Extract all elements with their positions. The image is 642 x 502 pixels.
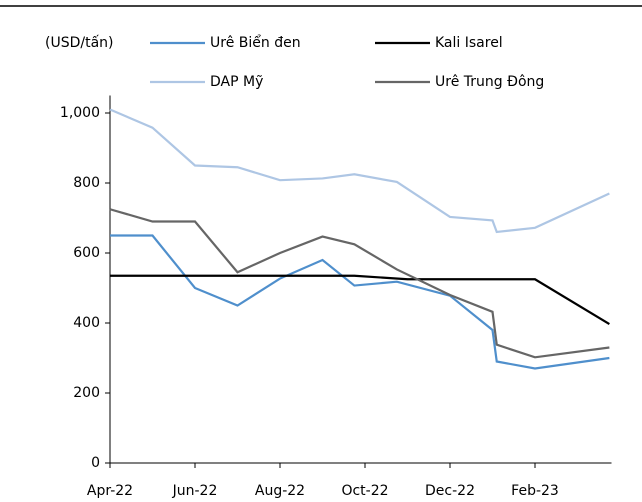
y-tick-label: 200	[73, 385, 100, 401]
x-tick-label: Aug-22	[255, 483, 305, 499]
unit-label: (USD/tấn)	[45, 35, 114, 51]
x-tick-label: Apr-22	[87, 483, 133, 499]
series-line	[110, 274, 610, 325]
y-tick-label: 600	[73, 245, 100, 261]
y-tick-label: 800	[73, 175, 100, 191]
legend-label: DAP Mỹ	[210, 74, 263, 90]
series-line	[110, 234, 610, 370]
y-tick-label: 1,000	[60, 105, 100, 121]
y-tick-label: 0	[91, 455, 100, 471]
x-tick-label: Oct-22	[341, 483, 388, 499]
y-tick-label: 400	[73, 315, 100, 331]
series-line	[109, 108, 610, 234]
legend-label: Kali Isarel	[435, 35, 503, 51]
series-line	[109, 208, 610, 359]
legend-label: Urê Trung Đông	[435, 74, 544, 90]
x-tick-label: Jun-22	[172, 483, 218, 499]
x-tick-label: Feb-23	[511, 483, 559, 499]
legend-label: Urê Biển đen	[210, 34, 301, 51]
x-tick-label: Dec-22	[425, 483, 475, 499]
